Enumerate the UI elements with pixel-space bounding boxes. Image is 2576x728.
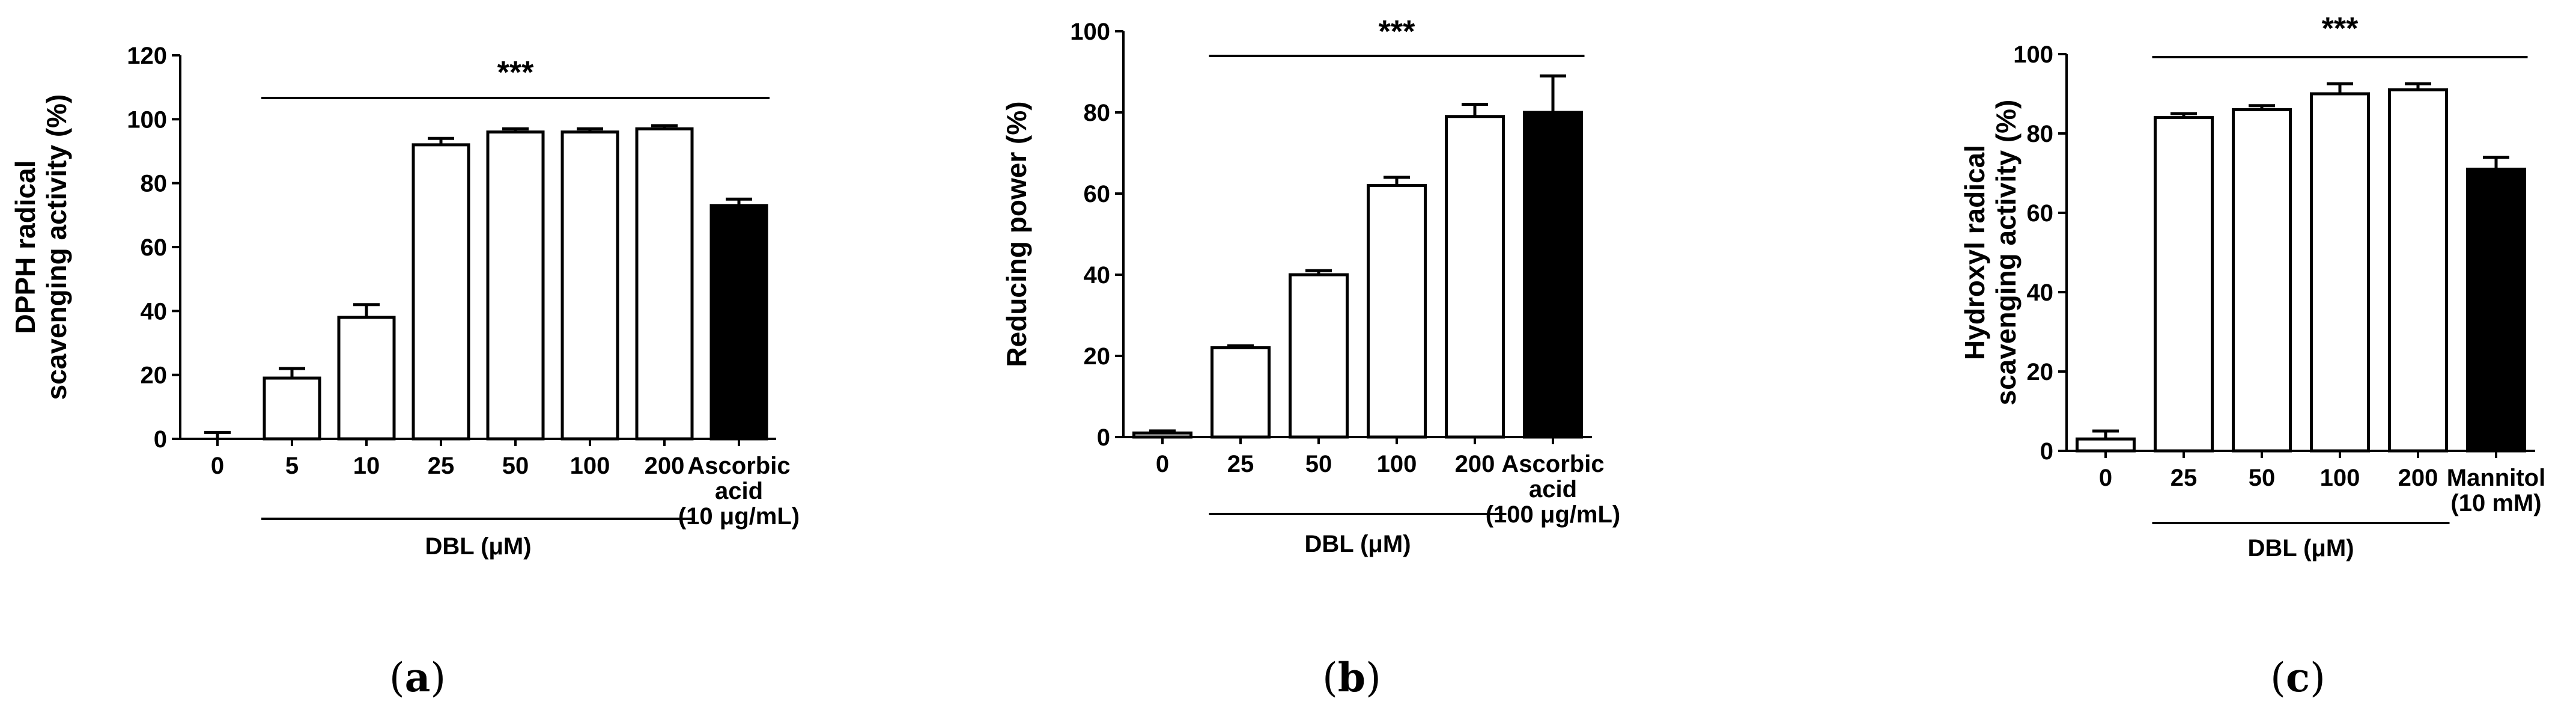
subfigure-paren: ) [430,655,446,701]
subfigure-paren: ( [2270,655,2286,701]
y-tick-label: 60 [141,234,168,261]
y-tick-label: 0 [2040,438,2053,465]
x-tick-label: 25 [428,453,455,479]
x-tick-label: 200 [1455,451,1495,477]
y-tick-label: 100 [1070,19,1110,45]
y-tick-label: 20 [2027,359,2054,385]
x-tick-label: 0 [1156,451,1169,477]
x-tick-label: 100 [2320,465,2360,491]
x-tick-label: Ascorbic [1501,451,1604,477]
y-axis-title: Reducing power (%) [1001,101,1032,367]
y-axis-title: scavenging activity (%) [1990,100,2022,406]
y-tick-label: 0 [1097,424,1110,451]
group-label: DBL (μM) [1304,531,1411,557]
bar [1132,431,1192,439]
bar [1523,111,1583,439]
x-tick-label: (100 μg/mL) [1486,501,1621,528]
bar [635,127,694,441]
x-tick-label: 50 [502,453,529,479]
bar [1211,346,1271,439]
y-tick-label: 20 [141,362,168,389]
significance-marker: *** [2322,11,2359,46]
subfigure-letter: b [1338,654,1365,701]
significance-marker: *** [1379,14,1415,49]
x-tick-label: 0 [211,453,224,479]
bar [2310,92,2370,453]
panel-b: 0 20 40 60 80 100 Reducing power (%) 0 25 50 100 20… [1001,14,1620,701]
subfigure-paren: ( [1322,655,1338,701]
y-axis-title: DPPH radical [10,161,41,334]
y-tick-label: 40 [2027,280,2054,306]
group-label: DBL (μM) [2247,535,2354,561]
y-tick-label: 0 [154,426,167,453]
bar [2232,108,2292,453]
x-tick-label: acid [1529,476,1577,503]
y-tick-label: 100 [127,106,167,133]
y-tick-label: 120 [127,43,167,69]
x-tick-label: 100 [1377,451,1417,477]
subfigure-label: (c) [2270,654,2325,701]
y-tick-label: 80 [141,171,168,197]
x-tick-label: 25 [1227,451,1254,477]
y-tick-label: 60 [2027,200,2054,227]
bar [337,316,396,441]
y-tick-label: 80 [2027,121,2054,147]
bar [1367,184,1427,439]
bar [560,130,619,441]
x-tick-label: (10 mM) [2450,490,2541,516]
subfigure-letter: a [405,654,431,701]
x-tick-label: 5 [285,453,299,479]
x-tick-label: acid [715,478,763,504]
x-tick-label: 10 [353,453,380,479]
x-tick-label: 0 [2099,465,2112,491]
significance-marker: *** [497,55,534,90]
bar [2154,116,2214,453]
y-axis-title: scavenging activity (%) [41,94,72,400]
bar [412,143,470,441]
subfigure-paren: ) [1365,655,1381,701]
x-tick-label: Ascorbic [687,453,790,479]
bar [709,204,768,441]
y-tick-label: 40 [141,298,168,325]
y-tick-label: 40 [1084,262,1111,289]
y-tick-label: 60 [1084,181,1111,207]
bar [263,376,321,441]
group-label: DBL (μM) [425,533,531,560]
bar [2466,167,2526,453]
x-tick-label: 25 [2170,465,2198,491]
bar [1445,115,1505,439]
x-tick-label: (10 μg/mL) [678,503,800,530]
subfigure-paren: ) [2310,655,2325,701]
bar [1289,273,1349,439]
y-tick-label: 80 [1084,100,1111,126]
y-tick-label: 100 [2013,41,2053,68]
x-tick-label: 50 [1305,451,1332,477]
bar [2076,437,2136,453]
x-tick-label: 200 [645,453,685,479]
panel-c: 0 20 40 60 80 100 Hydroxyl radical scavenging a… [1959,11,2545,701]
x-tick-label: 50 [2249,465,2276,491]
y-tick-label: 20 [1084,343,1111,370]
subfigure-letter: c [2286,654,2310,701]
x-tick-label: 100 [570,453,610,479]
x-tick-label: Mannitol [2447,465,2545,491]
bar [2388,88,2448,453]
y-axis-title: Hydroxyl radical [1959,145,1990,360]
bar [486,130,545,441]
x-tick-label: 200 [2398,465,2438,491]
subfigure-label: (a) [389,654,446,701]
subfigure-paren: ( [389,655,405,701]
subfigure-label: (b) [1322,654,1381,701]
